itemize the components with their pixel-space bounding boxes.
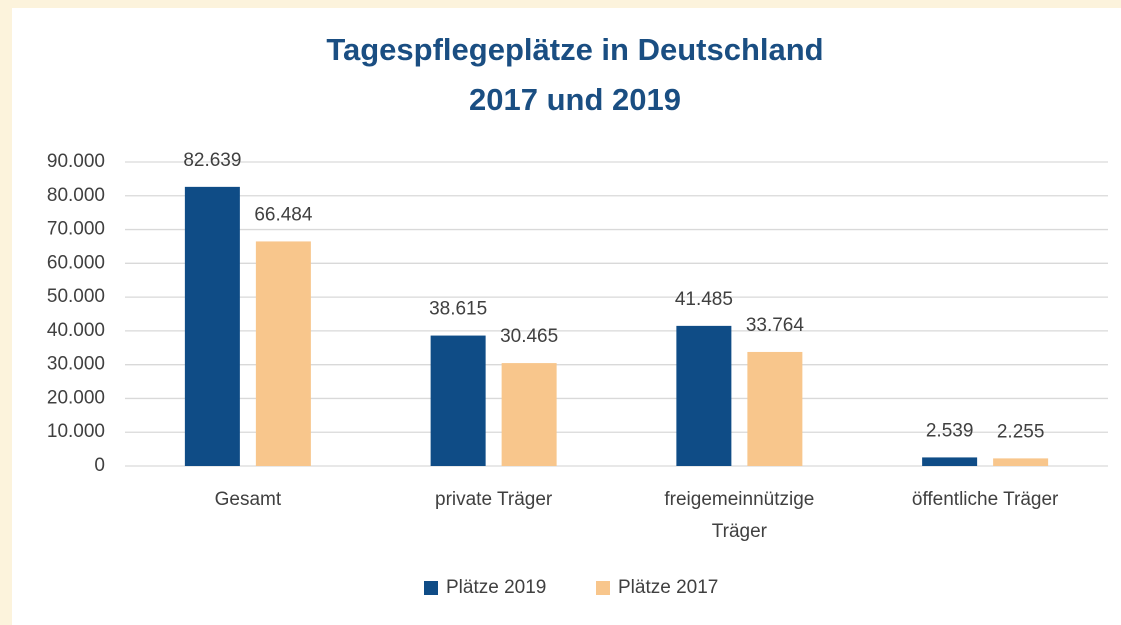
- y-tick-label: 90.000: [47, 151, 105, 172]
- bar: [676, 325, 732, 466]
- x-tick-label: Gesamt: [215, 489, 282, 510]
- bar: [184, 186, 240, 466]
- x-tick-label: öffentliche Träger: [912, 489, 1059, 510]
- bar: [255, 241, 311, 466]
- x-tick-label: freigemeinnützige Träger: [664, 489, 814, 542]
- data-label: 66.484: [254, 204, 313, 225]
- y-tick-label: 80.000: [47, 185, 105, 206]
- data-label: 82.639: [183, 150, 241, 171]
- y-tick-label: 60.000: [47, 252, 105, 273]
- data-label: 33.764: [746, 315, 805, 336]
- y-tick-label: 70.000: [47, 219, 105, 240]
- legend-swatch: [596, 581, 610, 595]
- legend-label: Plätze 2017: [618, 577, 718, 598]
- legend-swatch: [424, 581, 438, 595]
- chart-title: 2017 und 2019: [469, 82, 681, 117]
- y-tick-label: 20.000: [47, 387, 105, 408]
- bar: [922, 457, 978, 466]
- y-tick-label: 50.000: [47, 286, 105, 307]
- bar: [993, 458, 1049, 466]
- y-tick-label: 40.000: [47, 320, 105, 341]
- chart-title: Tagespflegeplätze in Deutschland: [326, 32, 823, 67]
- bar: [430, 335, 486, 466]
- data-label: 2.255: [997, 421, 1045, 442]
- x-tick-label: private Träger: [435, 489, 553, 510]
- bar: [501, 363, 557, 466]
- legend-label: Plätze 2019: [446, 577, 546, 598]
- data-label: 41.485: [675, 289, 733, 310]
- data-label: 2.539: [926, 420, 974, 441]
- y-tick-label: 10.000: [47, 421, 105, 442]
- data-label: 38.615: [429, 299, 487, 320]
- y-tick-label: 30.000: [47, 354, 105, 375]
- bar: [747, 351, 803, 466]
- y-tick-label: 0: [94, 455, 105, 476]
- data-label: 30.465: [500, 326, 558, 347]
